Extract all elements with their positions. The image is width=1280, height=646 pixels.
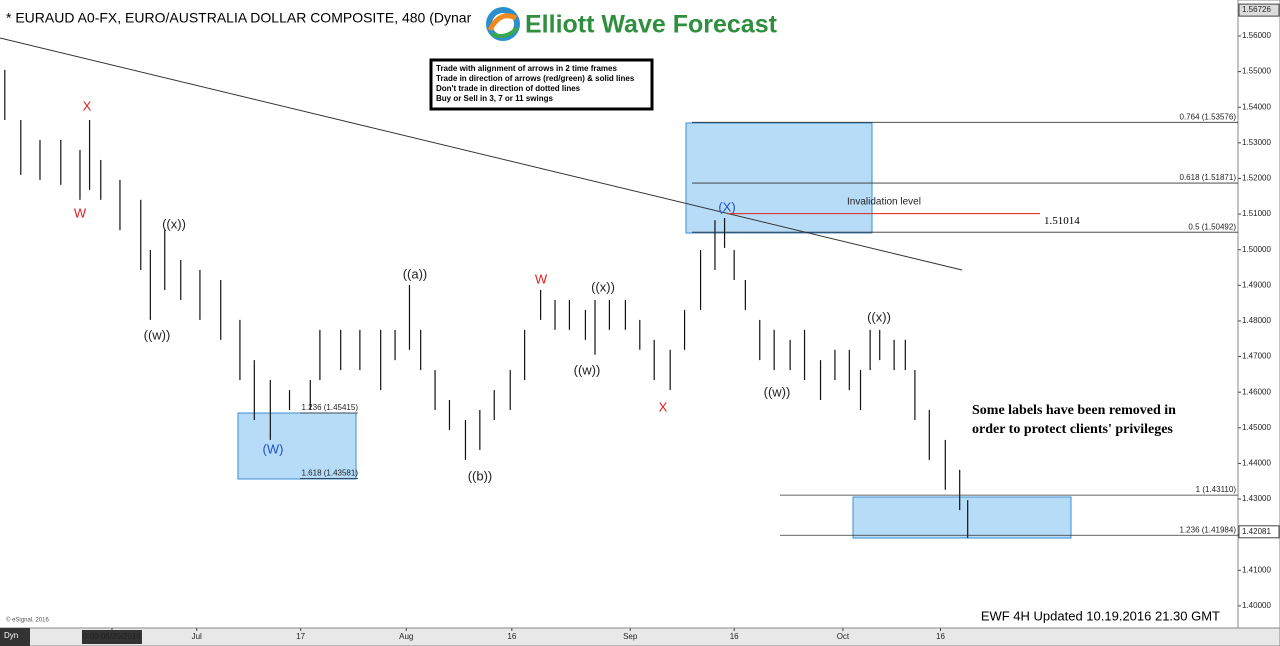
scale-button[interactable]: [0, 628, 30, 646]
trend-line: [0, 37, 963, 271]
x-tick-label: Jul: [192, 632, 202, 641]
wave-label: (X): [718, 199, 735, 214]
wave-label: ((a)): [403, 266, 428, 281]
x-tick-label: 16: [507, 632, 516, 641]
y-tick-label: 1.45000: [1242, 423, 1271, 432]
fib-label: 0.618 (1.51871): [1180, 173, 1237, 182]
price-marker-label: 1.56726: [1242, 5, 1271, 14]
y-tick-label: 1.48000: [1242, 316, 1271, 325]
price-marker-label: 1.42081: [1242, 527, 1271, 536]
price-bars: [4, 69, 969, 538]
invalidation-price: 1.51014: [1044, 215, 1080, 227]
y-tick-label: 1.55000: [1242, 67, 1271, 76]
fib-label: 1.236 (1.45415): [302, 403, 359, 412]
x-tick-label: 0:00 06/20/2016: [83, 632, 141, 641]
y-tick-label: 1.44000: [1242, 459, 1271, 468]
x-tick-label: 17: [296, 632, 305, 641]
chart-title: * EURAUD A0-FX, EURO/AUSTRALIA DOLLAR CO…: [6, 10, 472, 26]
x-tick-label: Sep: [623, 632, 638, 641]
y-tick-label: 1.41000: [1242, 565, 1271, 574]
x-tick-label: Aug: [399, 632, 413, 641]
rule: Trade in direction of arrows (red/green)…: [436, 74, 635, 83]
wave-label: ((b)): [468, 468, 493, 483]
y-tick-label: 1.40000: [1242, 601, 1271, 610]
x-tick-label: Oct: [837, 632, 850, 641]
copyright: © eSignal, 2016: [6, 617, 49, 624]
y-tick-label: 1.46000: [1242, 387, 1271, 396]
wave-label: ((w)): [764, 384, 791, 399]
wave-label: W: [74, 205, 87, 220]
price-marker: [1238, 3, 1280, 17]
price-marker: [1238, 525, 1280, 539]
x-tick-label: 16: [730, 632, 739, 641]
scale-label: Dyn: [4, 631, 18, 640]
y-tick-label: 1.54000: [1242, 102, 1271, 111]
target-box: [237, 412, 357, 480]
wave-label: ((x)): [591, 279, 615, 294]
wave-label: ((x)): [162, 216, 186, 231]
fib-label: 0.764 (1.53576): [1180, 112, 1237, 121]
target-box: [685, 122, 873, 234]
wave-label: (W): [263, 441, 284, 456]
y-tick-label: 1.49000: [1242, 280, 1271, 289]
y-tick-label: 1.50000: [1242, 245, 1271, 254]
note: Some labels have been removed in: [972, 403, 1176, 418]
y-tick-label: 1.53000: [1242, 138, 1271, 147]
note: order to protect clients' privileges: [972, 422, 1173, 437]
wave-label: ((w)): [574, 362, 601, 377]
x-tick-label: 16: [936, 632, 945, 641]
wave-label: ((w)): [144, 327, 171, 342]
wave-label: ((x)): [867, 309, 891, 324]
invalidation-text: Invalidation level: [847, 197, 921, 208]
y-tick-label: 1.47000: [1242, 352, 1271, 361]
price-axis: [1237, 0, 1280, 629]
rule: Don't trade in direction of dotted lines: [436, 84, 581, 93]
y-tick-label: 1.51000: [1242, 209, 1271, 218]
target-box: [852, 496, 1072, 539]
wave-label: W: [535, 271, 548, 286]
fib-label: 1.236 (1.41984): [1180, 525, 1237, 534]
rule: Buy or Sell in 3, 7 or 11 swings: [436, 94, 553, 103]
fib-label: 1.618 (1.43581): [302, 468, 359, 477]
wave-label: X: [83, 98, 92, 113]
x-tick-highlight: [81, 630, 142, 644]
logo-icon: [486, 7, 520, 41]
rule: Trade with alignment of arrows in 2 time…: [436, 64, 617, 73]
y-tick-label: 1.56000: [1242, 31, 1271, 40]
rules-box: [429, 58, 654, 111]
y-tick-label: 1.43000: [1242, 494, 1271, 503]
wave-label: X: [659, 399, 668, 414]
logo-panel: [478, 0, 805, 46]
fib-label: 1 (1.43110): [1196, 485, 1237, 494]
time-axis: [0, 627, 1280, 646]
fib-label: 0.5 (1.50492): [1188, 222, 1236, 231]
logo-text: Elliott Wave Forecast: [525, 11, 778, 39]
y-tick-label: 1.52000: [1242, 174, 1271, 183]
footer: EWF 4H Updated 10.19.2016 21.30 GMT: [981, 608, 1220, 623]
